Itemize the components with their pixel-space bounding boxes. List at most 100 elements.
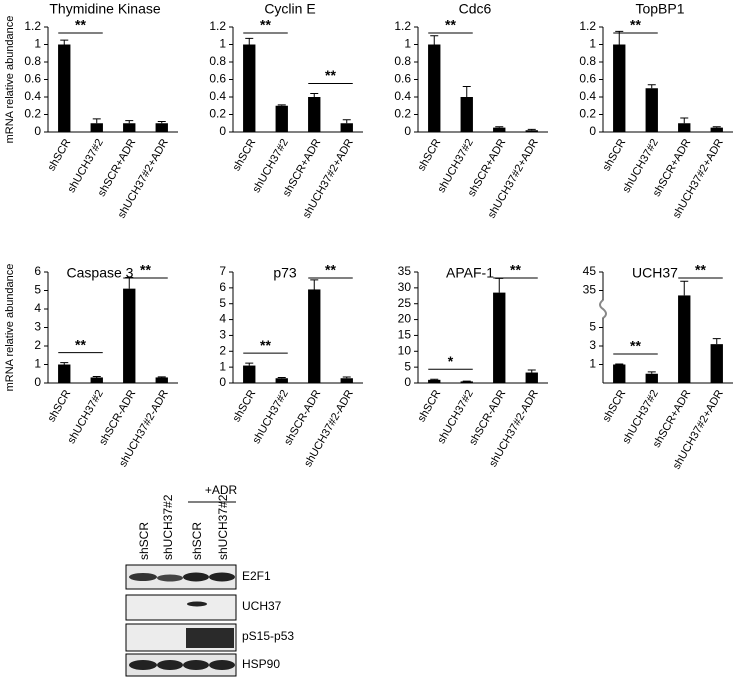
y-tick-label: 45	[583, 264, 597, 278]
y-tick-label: 1.2	[579, 19, 596, 33]
chart-title: APAF-1	[446, 265, 494, 281]
bar	[613, 364, 626, 383]
blot-band-label: UCH37	[242, 599, 282, 613]
y-tick-label: 6	[34, 264, 41, 278]
significance-label: **	[445, 17, 456, 33]
bar	[58, 44, 71, 132]
significance-label: *	[448, 353, 454, 369]
bar	[710, 344, 723, 383]
bar	[613, 44, 626, 132]
bar	[123, 123, 136, 132]
y-tick-label: 5	[589, 320, 596, 334]
significance-label: **	[260, 17, 271, 33]
significance-label: **	[695, 262, 706, 278]
bar	[428, 379, 441, 383]
chart-title: Thymidine Kinase	[49, 1, 160, 17]
significance-label: **	[630, 17, 641, 33]
y-tick-label: 3	[589, 338, 596, 352]
x-tick-label: shSCR	[231, 137, 259, 173]
error-bar	[92, 118, 101, 124]
chart-title: Caspase 3	[67, 265, 134, 281]
chart-title: UCH37	[632, 265, 678, 281]
bar	[493, 292, 506, 383]
x-tick-label: shSCR	[231, 388, 259, 424]
error-bar	[430, 35, 439, 45]
bar	[525, 372, 538, 383]
x-tick-label: shSCR	[601, 137, 629, 173]
error-bar	[430, 378, 439, 380]
axis-break	[599, 299, 607, 319]
bar	[340, 123, 353, 132]
bar	[428, 44, 441, 132]
error-bar	[462, 86, 471, 97]
chart-title: TopBP1	[635, 1, 684, 17]
error-bar	[157, 121, 166, 124]
y-tick-label: 5	[219, 296, 226, 310]
y-tick-label: 30	[398, 280, 412, 294]
y-tick-label: 0.2	[394, 107, 411, 121]
significance-label: **	[75, 17, 86, 33]
y-tick-label: 0.4	[24, 89, 41, 103]
error-bar	[277, 376, 286, 379]
chart-title: p73	[273, 265, 297, 281]
significance-label: **	[325, 67, 336, 83]
error-bar	[712, 126, 721, 128]
y-tick-label: 0.8	[209, 54, 226, 68]
band	[183, 572, 209, 582]
y-tick-label: 0.6	[579, 72, 596, 86]
y-tick-label: 7	[219, 264, 226, 278]
error-bar	[277, 104, 286, 106]
error-bar	[245, 362, 254, 366]
band	[209, 660, 235, 670]
y-tick-label: 0.8	[579, 54, 596, 68]
band	[183, 660, 209, 670]
y-tick-label: 1	[219, 359, 226, 373]
y-tick-label: 0	[34, 375, 41, 389]
y-tick-label: 2	[219, 343, 226, 357]
y-tick-label: 35	[398, 264, 412, 278]
bar	[123, 288, 136, 383]
bar	[155, 377, 168, 383]
bar	[308, 97, 321, 132]
error-bar	[680, 280, 689, 296]
y-tick-label: 0	[404, 124, 411, 138]
y-axis-label: mRNA relative abundance	[4, 16, 16, 144]
error-bar	[310, 279, 319, 290]
y-tick-label: 1.2	[394, 19, 411, 33]
y-tick-label: 35	[583, 283, 597, 297]
bar	[308, 289, 321, 383]
y-tick-label: 0.6	[209, 72, 226, 86]
error-bar	[527, 369, 536, 373]
y-tick-label: 0.2	[579, 107, 596, 121]
y-tick-label: 0.4	[209, 89, 226, 103]
chart-title: Cyclin E	[264, 1, 315, 17]
bar	[678, 123, 691, 132]
y-tick-label: 0.8	[24, 54, 41, 68]
y-tick-label: 0.6	[24, 72, 41, 86]
blot-band-label: pS15-p53	[242, 629, 294, 643]
error-bar	[342, 376, 351, 379]
y-tick-label: 2	[34, 338, 41, 352]
bar	[275, 105, 288, 132]
y-tick-label: 0.2	[209, 107, 226, 121]
significance-label: **	[75, 336, 86, 352]
bar	[58, 364, 71, 383]
y-tick-label: 15	[398, 328, 412, 342]
band	[187, 601, 207, 607]
error-bar	[245, 37, 254, 45]
y-tick-label: 0.2	[24, 107, 41, 121]
bar	[90, 123, 103, 132]
y-tick-label: 25	[398, 296, 412, 310]
blot-band-label: HSP90	[242, 657, 280, 671]
bar	[460, 381, 473, 383]
error-bar	[647, 371, 656, 374]
y-tick-label: 20	[398, 312, 412, 326]
x-tick-label: shSCR	[416, 137, 444, 173]
y-tick-label: 0	[589, 124, 596, 138]
bar	[645, 373, 658, 383]
significance-label: **	[630, 338, 641, 354]
chart-title: Cdc6	[459, 1, 492, 17]
bar	[645, 88, 658, 132]
error-bar	[495, 277, 504, 293]
y-tick-label: 1	[404, 37, 411, 51]
